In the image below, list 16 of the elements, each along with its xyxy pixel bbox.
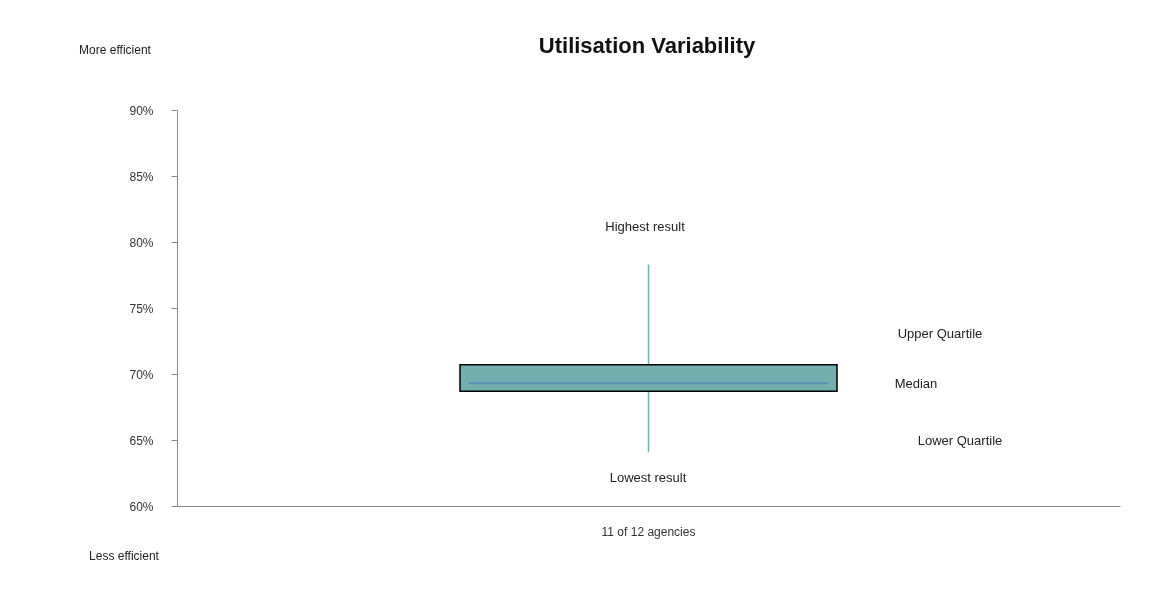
annotation: Median (894, 376, 938, 391)
text: Less efficient (89, 549, 160, 563)
y-tick-label: 60% (129, 499, 154, 514)
y-tick-label: 75% (129, 301, 154, 316)
annotation: Highest result (605, 219, 686, 234)
chart-title: Utilisation Variability (538, 33, 756, 58)
y-tick-label: 80% (129, 235, 154, 250)
y-tick-label: 85% (129, 169, 154, 184)
y-tick-label: 70% (129, 367, 154, 382)
annotation: Lowest result (609, 470, 687, 485)
text: More efficient (79, 43, 152, 57)
y-tick-label: 65% (129, 433, 154, 448)
y-tick-label: 90% (129, 103, 154, 118)
x-tick-label: 11 of 12 agencies (601, 524, 696, 539)
annotation: Lower Quartile (917, 433, 1003, 448)
annotation: Upper Quartile (897, 326, 983, 341)
